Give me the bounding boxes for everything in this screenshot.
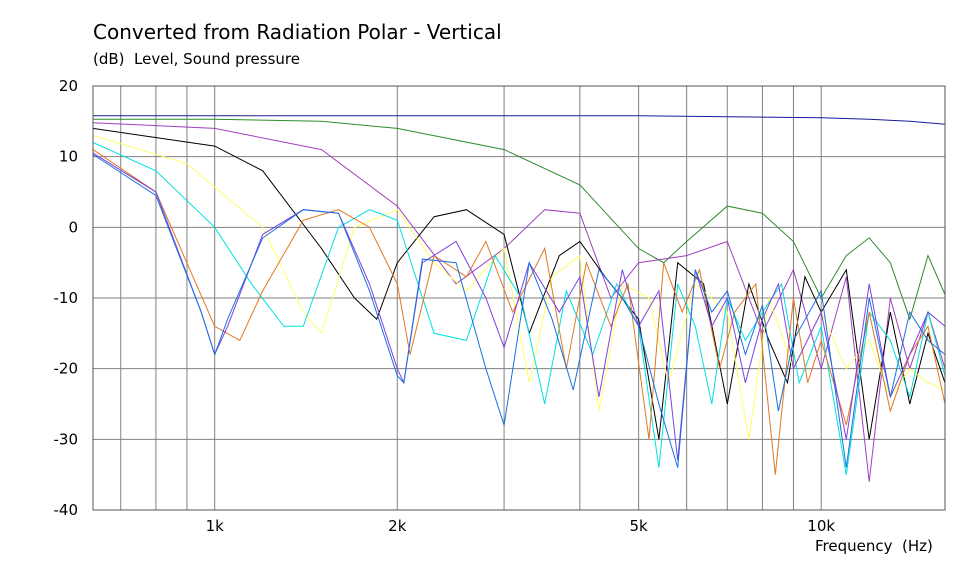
y-tick-label: 20	[59, 77, 78, 95]
chart-title: Converted from Radiation Polar - Vertica…	[93, 20, 502, 44]
plot-frame	[92, 85, 946, 511]
series-line-8	[92, 152, 946, 461]
x-tick-label: 2k	[388, 517, 407, 535]
x-tick-label: 10k	[807, 517, 835, 535]
series-line-3	[92, 122, 946, 482]
y-tick-label: -40	[54, 501, 79, 519]
series-line-6	[92, 142, 946, 475]
series-group	[92, 115, 946, 482]
x-tick-label: 1k	[206, 517, 225, 535]
y-tick-label: -10	[54, 289, 79, 307]
y-tick-label: -20	[54, 360, 79, 378]
y-tick-label: -30	[54, 430, 79, 448]
y-tick-label: 10	[59, 148, 78, 166]
series-line-7	[92, 149, 946, 475]
series-line-4	[92, 127, 946, 440]
y-tick-label: 0	[68, 218, 78, 236]
tick-labels: 20 10 0 -10 -20 -30 -40 1k 2k 5k 10k	[54, 77, 836, 535]
x-tick-label: 5k	[630, 517, 649, 535]
series-line-9	[92, 154, 946, 468]
series-line-5	[92, 135, 946, 440]
series-line-2	[93, 118, 946, 321]
series-line-1	[93, 115, 946, 125]
x-axis-label: Frequency (Hz)	[815, 537, 933, 555]
y-axis-label: (dB) Level, Sound pressure	[93, 50, 300, 68]
